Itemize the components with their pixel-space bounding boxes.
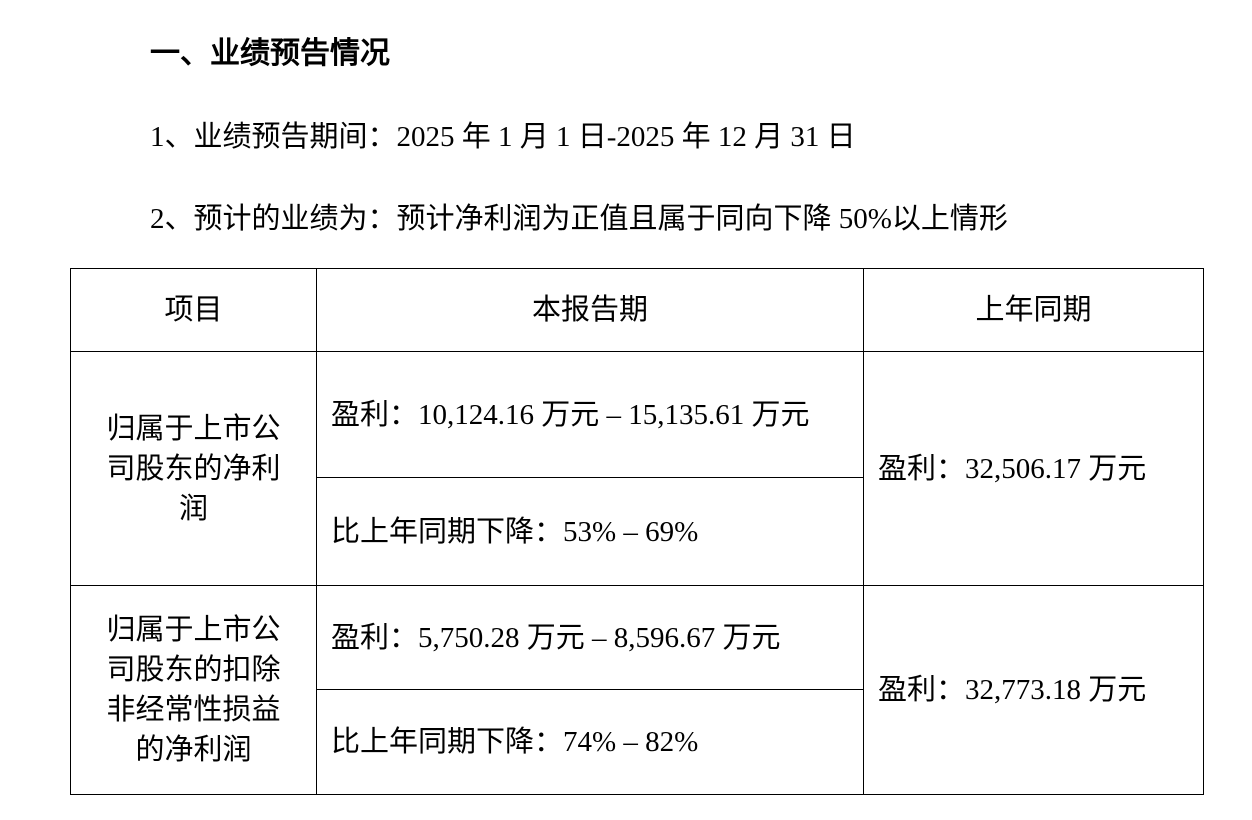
current-profit: 盈利：5,750.28 万元 – 8,596.67 万元 [316,585,864,690]
table-header-row: 项目 本报告期 上年同期 [70,268,1204,352]
header-prior: 上年同期 [863,268,1204,352]
row-item: 归属于上市公司股东的净利润 [70,351,317,586]
forecast-type: 2、预计的业绩为：预计净利润为正值且属于同向下降 50%以上情形 [150,203,1008,235]
current-change: 比上年同期下降：74% – 82% [316,689,864,795]
forecast-period: 1、业绩预告期间：2025 年 1 月 1 日-2025 年 12 月 31 日 [150,121,856,153]
table-row: 比上年同期下降：53% – 69% [71,477,1204,586]
forecast-table: 项目 本报告期 上年同期 归属于上市公司股东的净利润 盈利：10,124.16 … [70,268,1204,795]
prior-profit: 盈利：32,506.17 万元 [863,351,1204,586]
table-row: 归属于上市公司股东的扣除非经常性损益的净利润 盈利：5,750.28 万元 – … [70,585,1204,795]
row-item: 归属于上市公司股东的扣除非经常性损益的净利润 [70,585,317,795]
header-current: 本报告期 [316,268,864,352]
prior-profit: 盈利：32,773.18 万元 [863,585,1204,795]
current-change: 比上年同期下降：53% – 69% [316,477,864,586]
table-row: 比上年同期下降：74% – 82% [71,689,1204,795]
current-profit: 盈利：10,124.16 万元 – 15,135.61 万元 [316,351,864,478]
header-item: 项目 [70,268,317,352]
section-heading: 一、业绩预告情况 [150,37,390,70]
table-row: 归属于上市公司股东的净利润 盈利：10,124.16 万元 – 15,135.6… [70,351,1204,586]
